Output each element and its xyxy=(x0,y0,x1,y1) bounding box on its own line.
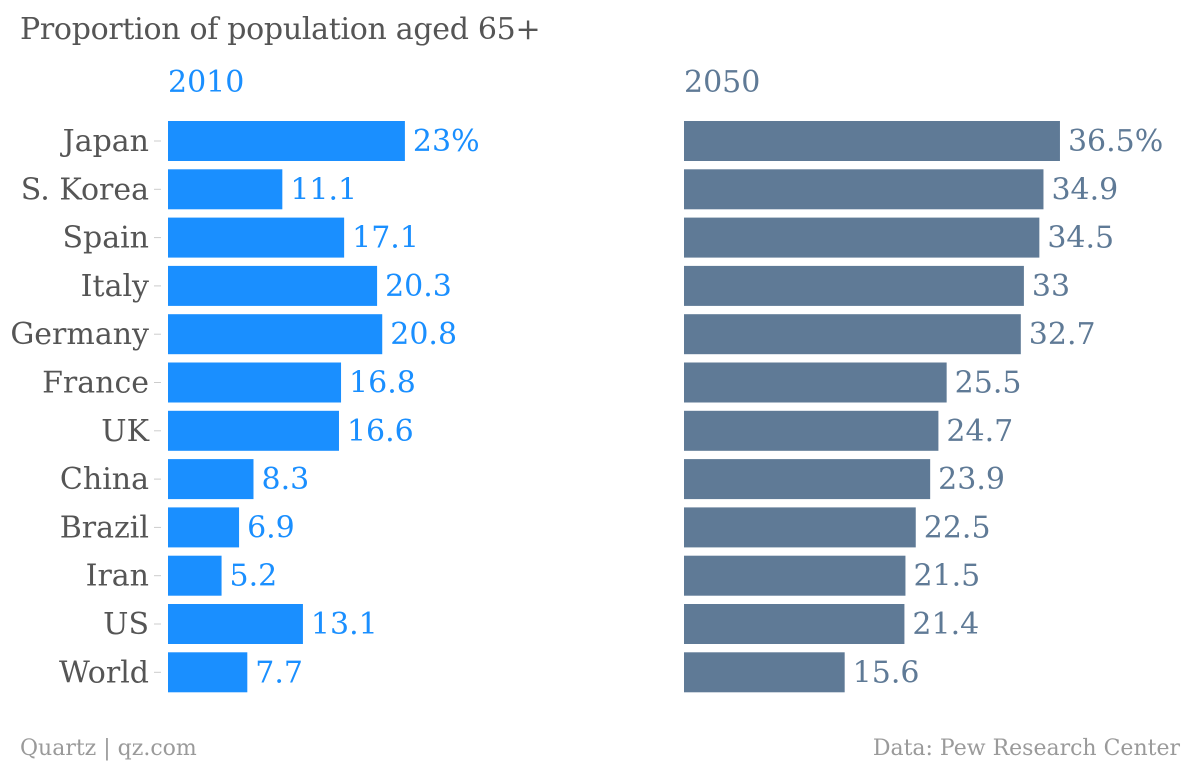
data-label-2050-uk: 24.7 xyxy=(946,414,1013,449)
category-label-spain: Spain xyxy=(62,221,149,256)
category-label-china: China xyxy=(60,462,149,497)
data-label-2050-japan: 36.5% xyxy=(1068,124,1163,159)
series-header-2050: 2050 xyxy=(684,65,760,100)
category-labels: Japan S. Korea Spain Italy Germany France UK Ch… xyxy=(10,124,161,690)
bar-2050-spain xyxy=(684,217,1040,258)
bar-2010-japan xyxy=(168,121,405,161)
bar-2010-s-korea xyxy=(168,169,283,210)
category-label-iran: Iran xyxy=(86,559,149,594)
category-label-france: France xyxy=(42,366,149,401)
data-label-2050-spain: 34.5 xyxy=(1047,221,1114,256)
data-label-2010-iran: 5.2 xyxy=(230,559,278,594)
bar-2010-italy xyxy=(168,265,378,306)
bar-2050-france xyxy=(684,362,947,403)
data-label-2050-france: 25.5 xyxy=(955,366,1022,401)
bar-2050-iran xyxy=(684,555,906,596)
data-label-2010-s-korea: 11.1 xyxy=(290,172,357,207)
category-label-world: World xyxy=(59,655,149,690)
data-label-2010-italy: 20.3 xyxy=(385,269,452,304)
category-label-uk: UK xyxy=(101,414,149,449)
bar-2050-brazil xyxy=(684,507,916,548)
data-label-2010-us: 13.1 xyxy=(311,607,378,642)
panel-2010: 2010 23% 11.1 17.1 20.3 20.8 16.8 16.6 8.3 6.9 5.2… xyxy=(168,65,480,693)
bar-2010-iran xyxy=(168,555,222,596)
bar-2010-france xyxy=(168,362,342,403)
data-label-2050-china: 23.9 xyxy=(938,462,1005,497)
bar-2010-us xyxy=(168,604,303,644)
bar-2050-china xyxy=(684,459,931,500)
bar-2050-italy xyxy=(684,265,1024,306)
category-label-japan: Japan xyxy=(60,124,149,159)
data-label-2050-germany: 32.7 xyxy=(1029,317,1096,352)
bar-2050-japan xyxy=(684,121,1060,161)
data-label-2010-uk: 16.6 xyxy=(347,414,414,449)
footer-credit: Quartz | qz.com xyxy=(20,736,197,761)
bar-2010-uk xyxy=(168,410,339,451)
data-label-2050-world: 15.6 xyxy=(853,655,920,690)
data-label-2010-japan: 23% xyxy=(413,124,480,159)
data-label-2010-brazil: 6.9 xyxy=(247,510,295,545)
series-header-2010: 2010 xyxy=(168,65,244,100)
bar-2050-s-korea xyxy=(684,169,1044,210)
category-label-s-korea: S. Korea xyxy=(21,172,149,207)
bar-2050-germany xyxy=(684,314,1021,355)
data-label-2010-china: 8.3 xyxy=(261,462,309,497)
category-label-us: US xyxy=(103,607,149,642)
category-label-germany: Germany xyxy=(10,317,149,352)
data-label-2050-brazil: 22.5 xyxy=(924,510,991,545)
bar-2010-world xyxy=(168,652,248,693)
bar-2010-spain xyxy=(168,217,345,258)
data-label-2050-italy: 33 xyxy=(1032,269,1070,304)
bar-2010-china xyxy=(168,459,254,500)
data-label-2050-s-korea: 34.9 xyxy=(1051,172,1118,207)
data-label-2010-spain: 17.1 xyxy=(352,221,419,256)
chart-title: Proportion of population aged 65+ xyxy=(20,12,541,47)
bar-2010-germany xyxy=(168,314,383,355)
data-label-2050-us: 21.4 xyxy=(912,607,979,642)
category-label-brazil: Brazil xyxy=(60,510,149,545)
panel-2050: 2050 36.5% 34.9 34.5 33 32.725.5 24.7 23.9 22.5 2… xyxy=(684,65,1163,693)
bar-2050-us xyxy=(684,604,905,644)
data-label-2010-world: 7.7 xyxy=(255,655,303,690)
data-label-2050-iran: 21.5 xyxy=(913,559,980,594)
bar-2050-world xyxy=(684,652,845,693)
bar-2010-brazil xyxy=(168,507,240,548)
data-label-2010-france: 16.8 xyxy=(349,366,416,401)
category-label-italy: Italy xyxy=(81,269,149,304)
bar-2050-uk xyxy=(684,410,939,451)
data-label-2010-germany: 20.8 xyxy=(390,317,457,352)
footer-source: Data: Pew Research Center xyxy=(872,736,1180,761)
